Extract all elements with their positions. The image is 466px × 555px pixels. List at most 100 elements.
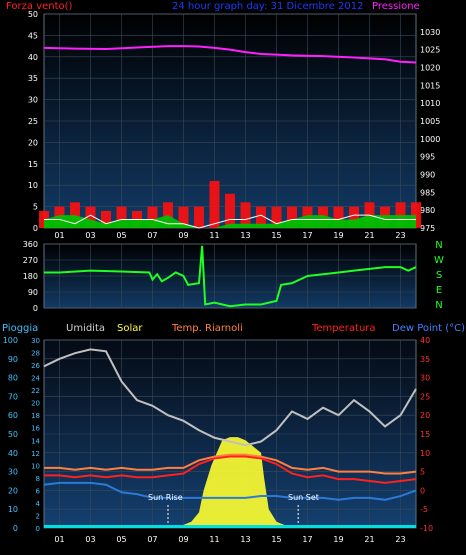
temp-tick-label: 15 [420,430,430,439]
wind-direction-line [44,245,417,308]
temp-tick-label: 5 [420,468,425,477]
gust-bar [271,206,282,228]
temp-tick-label: 40 [420,336,430,345]
wind-tick-label: 5 [33,203,38,212]
hour-tick-label: 03 [85,535,95,544]
rain-tick-label: 60 [8,411,18,420]
wind-tick-label: 20 [28,138,38,147]
hour-tick-label: 03 [85,231,95,240]
wind-speed-line [44,214,416,229]
temperature-line [44,455,417,484]
hour-tick-label: 11 [209,231,219,240]
sun-set-label: Sun Set [288,493,319,502]
inner-tick-label: 4 [36,500,41,508]
gust-bar [240,202,251,228]
rain-tick-label: 30 [8,468,18,477]
wind-tick-label: 0 [33,224,38,233]
hour-tick-label: 23 [395,535,405,544]
gust-bar [194,206,204,228]
pressure-tick-label: 1030 [420,28,440,37]
hour-tick-label: 09 [178,231,188,240]
rain-tick-label: 10 [8,505,18,514]
inner-tick-label: 0 [36,525,40,533]
sun-rise-label: Sun Rise [148,493,183,502]
hour-tick-label: 17 [302,535,312,544]
pressure-axis-title: Pressione [372,1,420,12]
hour-tick-label: 11 [209,535,219,544]
pressure-tick-label: 1005 [420,117,440,126]
hour-tick-label: 19 [333,231,343,240]
rain-axis-title: Pioggia [2,323,38,334]
inner-tick-label: 20 [31,400,40,408]
hour-tick-label: 07 [147,231,157,240]
wind-tick-label: 50 [28,10,38,19]
gust-bar [116,206,127,228]
inner-tick-label: 26 [31,362,40,370]
gust-bar [287,206,297,228]
pressure-tick-label: 990 [420,171,435,180]
rain-tick-label: 50 [8,430,18,439]
hour-tick-label: 21 [364,231,374,240]
temp-riarnoli-legend-label: Temp. Riarnoli [171,323,243,334]
hour-tick-label: 23 [395,231,405,240]
inner-tick-label: 22 [31,387,40,395]
solar-area [44,437,416,528]
gust-bar [225,193,235,228]
avg-wind-area [44,215,416,228]
rain-tick-label: 80 [8,374,18,383]
temp-tick-label: 30 [420,374,430,383]
gust-bar [256,206,266,228]
hour-tick-label: 21 [364,535,374,544]
rain-tick-label: 90 [8,355,18,364]
pressure-tick-label: 1025 [420,46,440,55]
gust-bar [209,180,220,228]
pressure-line [43,45,417,64]
hour-tick-label: 15 [271,231,281,240]
hour-tick-label: 13 [240,535,250,544]
wind-tick-label: 25 [28,117,38,126]
hour-tick-label: 05 [116,231,126,240]
inner-tick-label: 30 [31,337,40,345]
pressure-tick-label: 980 [420,206,435,215]
hour-tick-label: 01 [54,231,64,240]
dewpoint-legend-label: Dew Point (°C) [392,323,465,334]
rain-tick-label: 0 [13,524,18,533]
inner-tick-label: 2 [36,512,40,520]
temperature-legend-label: Temperatura [311,323,376,334]
inner-tick-label: 18 [31,412,40,420]
hour-tick-label: 15 [271,535,281,544]
wind-tick-label: 15 [28,160,38,169]
temp-riarnoli-line [44,453,417,475]
inner-tick-label: 24 [31,375,40,383]
pressure-tick-label: 1020 [420,64,440,73]
wind-tick-label: 35 [28,74,38,83]
temp-tick-label: 35 [420,355,430,364]
inner-tick-label: 28 [31,350,40,358]
direction-tick-label: 180 [23,272,38,281]
gust-bar [349,206,359,228]
inner-tick-label: 6 [36,487,41,495]
inner-tick-label: 12 [31,450,40,458]
pressure-tick-label: 985 [420,188,435,197]
gust-bar [85,206,96,228]
humidity-line [43,348,417,447]
temp-tick-label: -10 [420,524,433,533]
rain-baseline [44,525,416,528]
dewpoint-line [43,481,417,501]
direction-tick-label: 90 [28,288,38,297]
gust-bar [178,206,189,228]
compass-label: E [436,285,442,296]
rain-tick-label: 70 [8,392,18,401]
temp-tick-label: 20 [420,411,430,420]
pressure-tick-label: 1010 [420,99,440,108]
wind-tick-label: 10 [28,181,38,190]
rain-tick-label: 100 [3,336,18,345]
pressure-tick-label: 995 [420,153,435,162]
inner-tick-label: 8 [36,475,40,483]
rain-tick-label: 20 [8,486,18,495]
compass-label: N [435,300,442,311]
hour-tick-label: 17 [302,231,312,240]
wind-tick-label: 45 [28,31,38,40]
